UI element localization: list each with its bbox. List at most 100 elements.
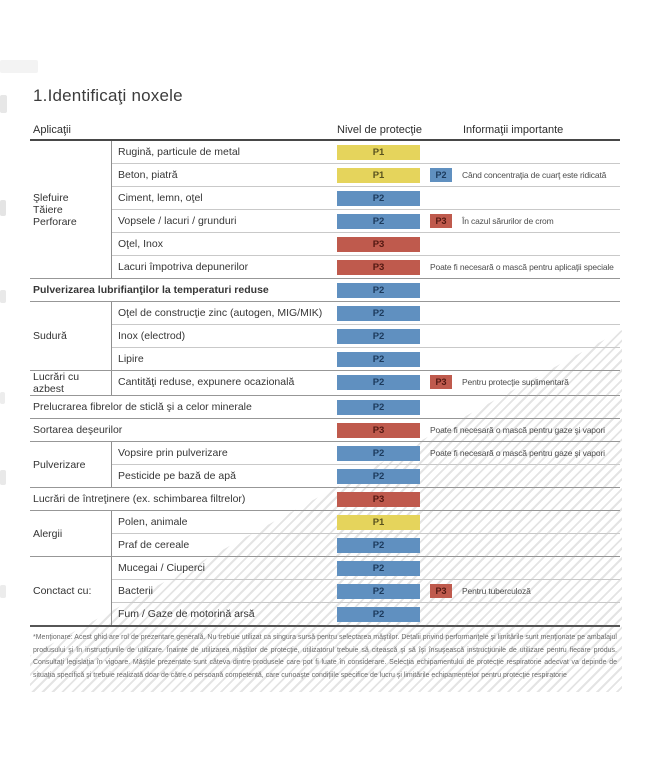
- protection-chip-p3: P3: [430, 375, 452, 389]
- protection-cell: P2 P3 Pentru tuberculoză: [337, 580, 531, 602]
- protection-chip-p1: P1: [337, 167, 420, 183]
- protection-chip-p1: P1: [337, 514, 420, 530]
- scan-artifact: [0, 290, 6, 303]
- table-header: Aplicaţii Nivel de protecţie Informaţii …: [30, 122, 620, 141]
- application-label: Bacterii: [118, 585, 154, 597]
- table-row: Praf de cereale P2: [112, 533, 620, 556]
- scan-artifact: [0, 60, 38, 73]
- protection-cell: P3: [337, 488, 420, 510]
- application-label: Pulverizarea lubrifianţilor la temperatu…: [33, 284, 269, 296]
- protection-chip-p2: P2: [337, 282, 420, 298]
- protection-cell: P1: [337, 511, 420, 533]
- footnote: *Menţionare: Acest ghid are rol de preze…: [33, 634, 617, 679]
- protection-chip-p1: P1: [337, 144, 420, 160]
- protection-cell: P3 Poate fi necesară o mască pentru gaze …: [337, 419, 605, 441]
- hazard-identification-guide: 1.Identificaţi noxele Aplicaţii Nivel de…: [30, 86, 620, 682]
- protection-cell: P3 Poate fi necesară o mască pentru aplic…: [337, 256, 614, 278]
- table-row: Inox (electrod) P2: [112, 324, 620, 347]
- protection-chip-p2: P2: [337, 468, 420, 484]
- table-row: Pesticide pe bază de apă P2: [112, 464, 620, 487]
- group-label: Sudură: [30, 302, 112, 370]
- scan-artifact: [0, 95, 7, 113]
- section-rows: Rugină, particule de metal P1 Beton, piatr…: [112, 141, 620, 278]
- table-section: Alergii Polen, animale P1 Praf de cereale P2: [30, 510, 620, 556]
- table-row: Mucegai / Ciuperci P2: [112, 557, 620, 579]
- application-label: Beton, piatră: [118, 169, 178, 181]
- info-note: Poate fi necesară o mască pentru gaze şi…: [430, 425, 605, 435]
- application-label: Vopsele / lacuri / grunduri: [118, 215, 237, 227]
- protection-chip-p3: P3: [337, 259, 420, 275]
- group-label: Şlefuire Tăiere Perforare: [30, 141, 112, 278]
- application-label: Prelucrarea fibrelor de sticlă şi a celo…: [33, 401, 252, 413]
- page-title: 1.Identificaţi noxele: [33, 86, 183, 105]
- protection-chip-p2: P2: [337, 445, 420, 461]
- scan-artifact: [0, 585, 6, 598]
- protection-chip-p3: P3: [430, 584, 452, 598]
- protection-cell: P1: [337, 141, 420, 163]
- table-row: Sortarea deşeurilor P3 Poate fi necesară o…: [30, 418, 620, 441]
- group-label: Alergii: [30, 511, 112, 556]
- table-row: Pulverizarea lubrifianţilor la temperatu…: [30, 278, 620, 301]
- protection-cell: P2: [337, 465, 420, 487]
- table-row: Ciment, lemn, oţel P2: [112, 186, 620, 209]
- protection-chip-p2: P2: [337, 190, 420, 206]
- application-label: Pesticide pe bază de apă: [118, 470, 236, 482]
- info-note: Pentru protecţie suplimentară: [462, 377, 569, 387]
- protection-chip-p2: P2: [337, 606, 420, 622]
- table-row: Lacuri împotriva depunerilor P3 Poate fi n…: [112, 255, 620, 278]
- table-row: Cantităţi reduse, expunere ocazională P2 P…: [112, 371, 620, 393]
- table-row: Oţel, Inox P3: [112, 232, 620, 255]
- table-row: Prelucrarea fibrelor de sticlă şi a celo…: [30, 395, 620, 418]
- protection-cell: P2: [337, 325, 420, 347]
- group-label: Lucrări cu azbest: [30, 371, 112, 395]
- protection-chip-p2: P2: [430, 168, 452, 182]
- application-label: Oţel, Inox: [118, 238, 163, 250]
- protection-chip-p2: P2: [337, 305, 420, 321]
- info-note: Pentru tuberculoză: [462, 586, 531, 596]
- protection-chip-p3: P3: [337, 422, 420, 438]
- table-row: Vopsire prin pulverizare P2 Poate fi neces…: [112, 442, 620, 464]
- protection-cell: P2: [337, 557, 420, 579]
- application-label: Mucegai / Ciuperci: [118, 562, 205, 574]
- protection-cell: P2 Poate fi necesară o mască pentru gaze …: [337, 442, 605, 464]
- group-label: Conctact cu:: [30, 557, 112, 625]
- protection-chip-p3: P3: [337, 236, 420, 252]
- section-rows: Cantităţi reduse, expunere ocazională P2 P…: [112, 371, 620, 395]
- scan-artifact: [0, 200, 6, 216]
- table-section: Sudură Oţel de construcţie zinc (autogen,…: [30, 301, 620, 370]
- application-label: Polen, animale: [118, 516, 188, 528]
- application-label: Praf de cereale: [118, 539, 190, 551]
- protection-cell: P3: [337, 233, 420, 255]
- info-note: Poate fi necesară o mască pentru gaze şi…: [430, 448, 605, 458]
- protection-chip-p2: P2: [337, 583, 420, 599]
- table-row: Fum / Gaze de motorină arsă P2: [112, 602, 620, 625]
- table-row: Vopsele / lacuri / grunduri P2 P3 În cazul …: [112, 209, 620, 232]
- application-label: Vopsire prin pulverizare: [118, 447, 228, 459]
- table-section: Lucrări cu azbest Cantităţi reduse, expun…: [30, 370, 620, 395]
- info-note: Poate fi necesară o mască pentru aplicaţ…: [430, 262, 614, 272]
- column-header-important-info: Informaţii importante: [463, 124, 564, 136]
- table-body: Şlefuire Tăiere Perforare Rugină, particu…: [30, 141, 620, 627]
- table-row: Polen, animale P1: [112, 511, 620, 533]
- application-label: Fum / Gaze de motorină arsă: [118, 608, 255, 620]
- protection-cell: P2: [337, 348, 420, 370]
- section-rows: Vopsire prin pulverizare P2 Poate fi neces…: [112, 442, 620, 487]
- protection-cell: P2: [337, 187, 420, 209]
- protection-chip-p2: P2: [337, 374, 420, 390]
- scan-artifact: [0, 392, 5, 404]
- column-header-protection-level: Nivel de protecţie: [337, 124, 422, 136]
- protection-chip-p3: P3: [337, 491, 420, 507]
- protection-chip-p3: P3: [430, 214, 452, 228]
- table-row: Bacterii P2 P3 Pentru tuberculoză: [112, 579, 620, 602]
- protection-chip-p2: P2: [337, 328, 420, 344]
- application-label: Rugină, particule de metal: [118, 146, 240, 158]
- application-label: Lucrări de întreţinere (ex. schimbarea f…: [33, 493, 246, 505]
- table-row: Lucrări de întreţinere (ex. schimbarea f…: [30, 487, 620, 510]
- table-row: Oţel de construcţie zinc (autogen, MIG/M…: [112, 302, 620, 324]
- protection-chip-p2: P2: [337, 560, 420, 576]
- protection-cell: P2: [337, 396, 420, 418]
- protection-cell: P2: [337, 302, 420, 324]
- application-label: Ciment, lemn, oţel: [118, 192, 203, 204]
- application-label: Lacuri împotriva depunerilor: [118, 261, 249, 273]
